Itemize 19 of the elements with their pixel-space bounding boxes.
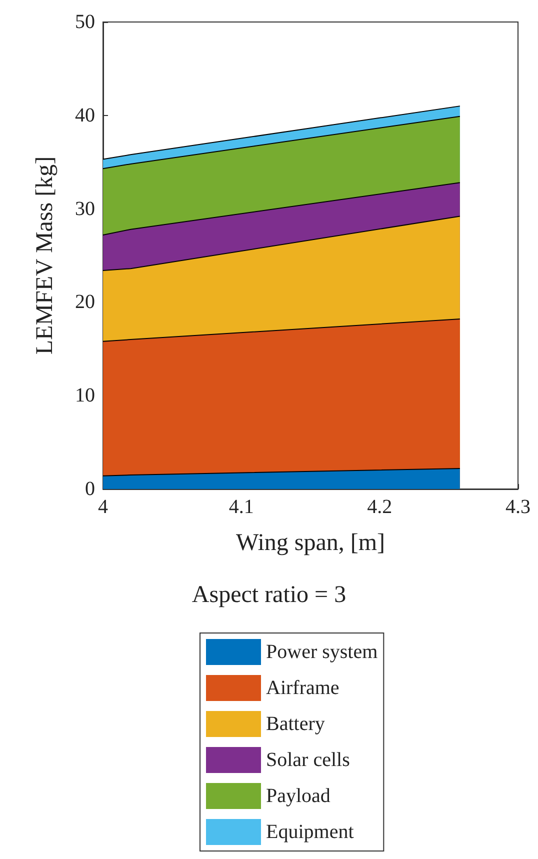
y-tick-label: 20 bbox=[75, 291, 95, 314]
legend-label: Payload bbox=[266, 785, 330, 807]
y-tick-label: 50 bbox=[75, 11, 95, 33]
legend-label: Airframe bbox=[266, 677, 340, 699]
x-tick-label: 4 bbox=[98, 496, 108, 518]
legend-label: Power system bbox=[266, 641, 378, 663]
y-tick-label: 40 bbox=[75, 104, 95, 126]
legend-label: Battery bbox=[266, 713, 325, 735]
text: Aspect ratio = 3 bbox=[192, 582, 346, 608]
y-tick-label: 30 bbox=[75, 198, 95, 220]
x-tick-label: 4.2 bbox=[367, 496, 392, 518]
x-tick-label: 4.1 bbox=[228, 496, 254, 518]
y-axis-title: LEMFEV Mass [kg] bbox=[32, 156, 58, 355]
legend-label: Equipment bbox=[266, 821, 354, 843]
x-axis-title: Wing span, [m] bbox=[236, 530, 386, 556]
legend-label: Solar cells bbox=[266, 749, 350, 771]
y-tick-label: 10 bbox=[75, 384, 95, 407]
y-tick-label: 0 bbox=[85, 478, 95, 500]
x-tick-label: 4.3 bbox=[506, 496, 530, 518]
